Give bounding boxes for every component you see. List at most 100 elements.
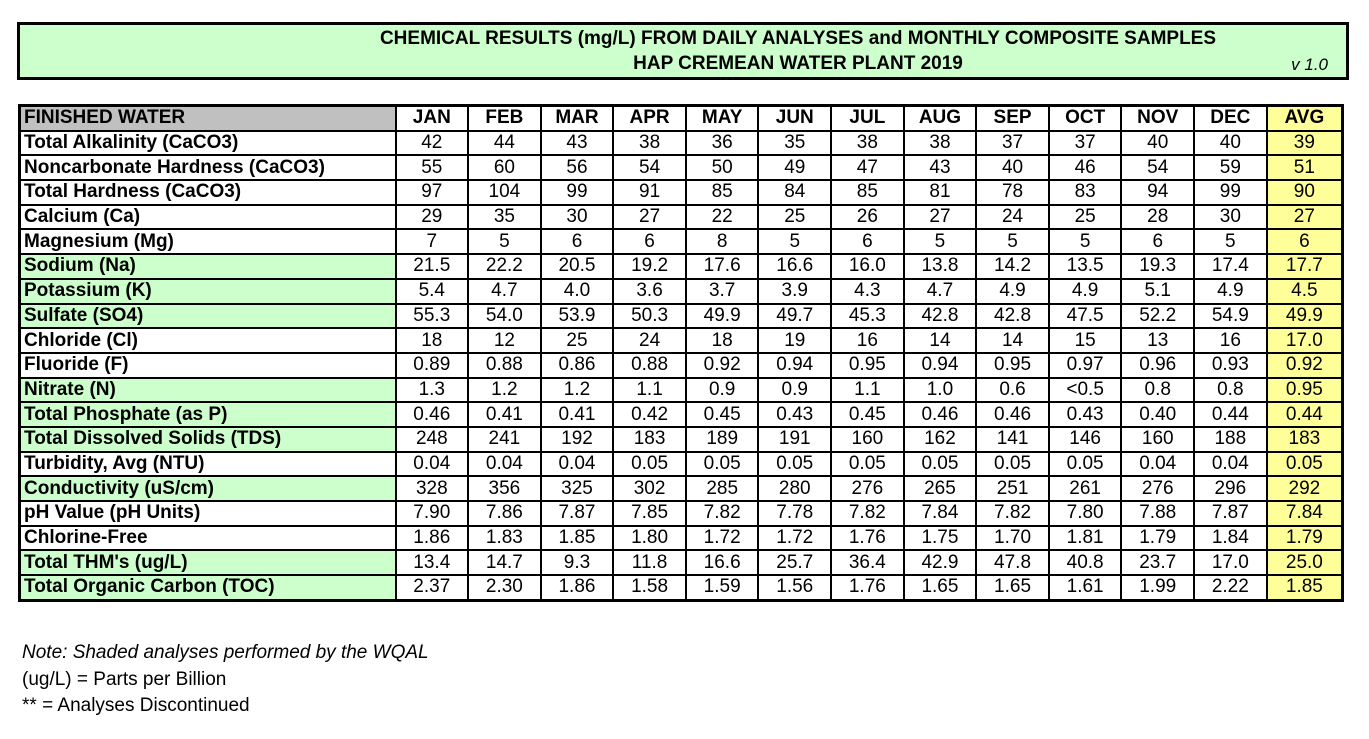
value-cell: 0.9 bbox=[684, 376, 760, 404]
value-cell: 7.78 bbox=[757, 500, 833, 527]
value-cell: 1.70 bbox=[975, 524, 1050, 552]
month-header: DEC bbox=[1193, 104, 1268, 132]
value-cell: 261 bbox=[1047, 475, 1123, 502]
avg-cell: 292 bbox=[1265, 475, 1344, 502]
value-cell: 3.7 bbox=[684, 277, 760, 305]
value-cell: 1.76 bbox=[830, 524, 905, 552]
value-cell: 6 bbox=[539, 228, 615, 256]
value-cell: 5 bbox=[902, 228, 978, 256]
value-cell: 7.82 bbox=[684, 500, 760, 527]
value-cell: 0.40 bbox=[1120, 401, 1196, 428]
value-cell: 18 bbox=[394, 327, 470, 354]
month-header: AUG bbox=[902, 104, 978, 132]
value-cell: 2.22 bbox=[1193, 574, 1268, 602]
value-cell: 1.99 bbox=[1120, 574, 1196, 602]
value-cell: 9.3 bbox=[539, 549, 615, 577]
value-cell: 0.05 bbox=[830, 450, 905, 478]
value-cell: 8 bbox=[684, 228, 760, 256]
header-row: FINISHED WATER JAN FEB MAR APR MAY JUN JUL AUG S… bbox=[18, 104, 1344, 132]
value-cell: 46 bbox=[1047, 154, 1123, 182]
table-row: Total Organic Carbon (TOC) 2.37 2.30 1.86 1.… bbox=[18, 574, 1344, 602]
value-cell: 146 bbox=[1047, 425, 1123, 453]
table-row: Chlorine-Free 1.86 1.83 1.85 1.80 1.72 1.72 1.7… bbox=[18, 524, 1344, 552]
value-cell: 0.04 bbox=[1120, 450, 1196, 478]
value-cell: 91 bbox=[612, 179, 687, 206]
value-cell: 60 bbox=[467, 154, 542, 182]
avg-cell: 90 bbox=[1265, 179, 1344, 206]
value-cell: 1.86 bbox=[539, 574, 615, 602]
row-label: Total Organic Carbon (TOC) bbox=[18, 574, 397, 602]
value-cell: 7.80 bbox=[1047, 500, 1123, 527]
row-label: pH Value (pH Units) bbox=[18, 500, 397, 527]
value-cell: 5 bbox=[975, 228, 1050, 256]
value-cell: 0.93 bbox=[1193, 351, 1268, 379]
value-cell: 19.2 bbox=[612, 253, 687, 280]
value-cell: 15 bbox=[1047, 327, 1123, 354]
value-cell: 4.9 bbox=[1047, 277, 1123, 305]
month-header: JUN bbox=[757, 104, 833, 132]
value-cell: 5.4 bbox=[394, 277, 470, 305]
row-label: Total Phosphate (as P) bbox=[18, 401, 397, 428]
value-cell: 50 bbox=[684, 154, 760, 182]
month-header: FEB bbox=[467, 104, 542, 132]
value-cell: 1.79 bbox=[1120, 524, 1196, 552]
value-cell: 4.0 bbox=[539, 277, 615, 305]
value-cell: 0.43 bbox=[1047, 401, 1123, 428]
value-cell: 47 bbox=[830, 154, 905, 182]
value-cell: 78 bbox=[975, 179, 1050, 206]
month-header: MAY bbox=[684, 104, 760, 132]
month-header: MAR bbox=[539, 104, 615, 132]
value-cell: 47.8 bbox=[975, 549, 1050, 577]
value-cell: 5 bbox=[1047, 228, 1123, 256]
value-cell: 27 bbox=[612, 203, 687, 231]
value-cell: 0.05 bbox=[975, 450, 1050, 478]
avg-cell: 1.79 bbox=[1265, 524, 1344, 552]
value-cell: 7.87 bbox=[1193, 500, 1268, 527]
avg-cell: 4.5 bbox=[1265, 277, 1344, 305]
value-cell: 1.1 bbox=[830, 376, 905, 404]
avg-cell: 17.0 bbox=[1265, 327, 1344, 354]
value-cell: 45.3 bbox=[830, 302, 905, 330]
avg-cell: 25.0 bbox=[1265, 549, 1344, 577]
value-cell: 0.05 bbox=[612, 450, 687, 478]
value-cell: 189 bbox=[684, 425, 760, 453]
table-row: Nitrate (N) 1.3 1.2 1.2 1.1 0.9 0.9 1.1 1.0 0.6 <0… bbox=[18, 376, 1344, 404]
table-row: Chloride (Cl) 18 12 25 24 18 19 16 14 14 15 13 16 17.… bbox=[18, 327, 1344, 354]
avg-cell: 0.05 bbox=[1265, 450, 1344, 478]
value-cell: 1.59 bbox=[684, 574, 760, 602]
value-cell: 49 bbox=[757, 154, 833, 182]
value-cell: 302 bbox=[612, 475, 687, 502]
value-cell: 160 bbox=[830, 425, 905, 453]
value-cell: 81 bbox=[902, 179, 978, 206]
row-label: Potassium (K) bbox=[18, 277, 397, 305]
value-cell: 16.6 bbox=[757, 253, 833, 280]
value-cell: 47.5 bbox=[1047, 302, 1123, 330]
value-cell: 59 bbox=[1193, 154, 1268, 182]
value-cell: 6 bbox=[830, 228, 905, 256]
table-row: Noncarbonate Hardness (CaCO3) 55 60 56 54 50 4… bbox=[18, 154, 1344, 182]
table-row: Sulfate (SO4) 55.3 54.0 53.9 50.3 49.9 49.7 45.… bbox=[18, 302, 1344, 330]
value-cell: 6 bbox=[612, 228, 687, 256]
table-row: Calcium (Ca) 29 35 30 27 22 25 26 27 24 25 28 30 27 bbox=[18, 203, 1344, 231]
table-row: Total Dissolved Solids (TDS) 248 241 192 183… bbox=[18, 425, 1344, 453]
value-cell: 99 bbox=[539, 179, 615, 206]
value-cell: 14 bbox=[902, 327, 978, 354]
value-cell: 0.8 bbox=[1193, 376, 1268, 404]
corner-header: FINISHED WATER bbox=[18, 104, 397, 132]
value-cell: 3.6 bbox=[612, 277, 687, 305]
table-row: Conductivity (uS/cm) 328 356 325 302 285 280 27… bbox=[18, 475, 1344, 502]
value-cell: 0.95 bbox=[975, 351, 1050, 379]
value-cell: 84 bbox=[757, 179, 833, 206]
value-cell: 17.4 bbox=[1193, 253, 1268, 280]
value-cell: 325 bbox=[539, 475, 615, 502]
value-cell: 0.41 bbox=[467, 401, 542, 428]
value-cell: 0.6 bbox=[975, 376, 1050, 404]
row-label: Total Alkalinity (CaCO3) bbox=[18, 129, 397, 157]
value-cell: 183 bbox=[612, 425, 687, 453]
value-cell: 276 bbox=[1120, 475, 1196, 502]
table-row: Total Alkalinity (CaCO3) 42 44 43 38 36 35 38 38… bbox=[18, 129, 1344, 157]
table-row: Fluoride (F) 0.89 0.88 0.86 0.88 0.92 0.94 0.95… bbox=[18, 351, 1344, 379]
value-cell: 265 bbox=[902, 475, 978, 502]
value-cell: 25.7 bbox=[757, 549, 833, 577]
value-cell: 40 bbox=[1193, 129, 1268, 157]
